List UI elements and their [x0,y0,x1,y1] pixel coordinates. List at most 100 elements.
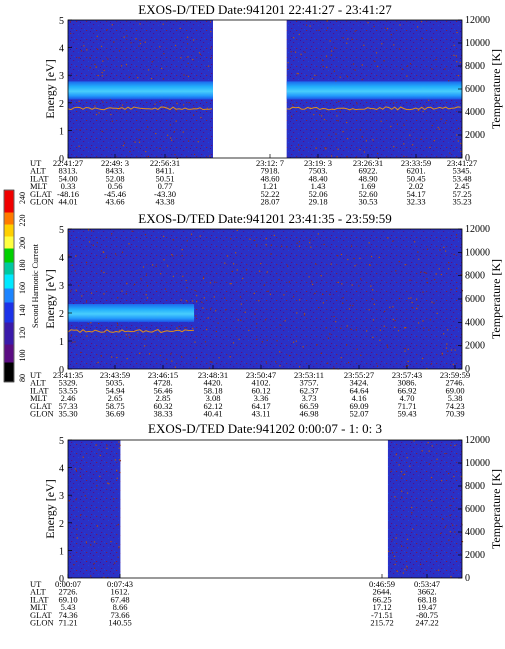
speckle [199,53,201,55]
speckle [174,366,177,368]
table-cell: 23:53:11 [294,370,324,380]
speckle [114,562,116,564]
speckle [370,255,373,258]
speckle [95,65,98,67]
speckle [306,24,308,26]
table-cell: 1.43 [311,181,326,191]
table-cell: 44.01 [58,197,77,207]
speckle [240,319,242,321]
speckle [89,67,91,69]
speckle [101,72,103,74]
speckle [192,39,195,41]
speckle [210,57,212,59]
speckle [192,327,194,330]
table-cell: 66.59 [299,401,318,411]
speckle [71,264,73,266]
speckle [147,155,150,158]
speckle [84,495,86,497]
data-segment [68,229,462,369]
table-cell: 52.22 [260,189,279,199]
energy-band [286,81,462,100]
speckle [125,63,128,66]
table-cell: 4728. [153,378,172,388]
speckle [78,57,80,59]
speckle [379,329,381,331]
speckle [392,318,394,321]
speckle [75,289,77,291]
speckle [316,344,318,346]
speckle [394,563,396,566]
speckle [215,310,217,312]
y-right-tick-label: 4000 [465,107,485,118]
speckle [180,299,182,301]
speckle [258,270,261,272]
speckle [315,147,317,149]
speckle [421,37,423,40]
speckle [342,297,344,299]
speckle [457,127,460,129]
speckle [253,239,256,242]
speckle [138,45,140,47]
speckle [372,319,375,321]
colorbar-tick-label: 160 [18,282,27,294]
table-cell: 69.00 [445,385,464,395]
speckle [86,335,88,337]
speckle [422,291,424,293]
speckle [286,246,288,248]
y-right-tick-label: 4000 [465,527,485,538]
speckle [359,129,361,131]
speckle [210,47,212,49]
speckle [265,361,267,363]
speckle [146,297,149,299]
table-cell: 71.21 [58,618,77,628]
speckle [417,322,420,324]
speckle [187,140,190,142]
speckle [448,80,450,82]
speckle [169,124,171,126]
speckle [396,123,399,125]
speckle [406,65,409,67]
speckle [336,156,338,158]
speckle [292,104,294,106]
speckle [435,273,437,275]
speckle [148,353,151,355]
y-tick-label: 5 [59,225,64,236]
speckle [147,126,149,128]
table-cell: 54.00 [58,173,77,183]
speckle [386,344,388,346]
panel-title: EXOS-D/TED Date:941201 23:41:35 - 23:59:… [138,211,391,226]
speckle [450,349,453,351]
speckle [339,110,341,113]
table-cell: 1.69 [361,181,376,191]
table-row-label: ALT [30,166,47,176]
speckle [126,358,128,360]
table-cell: 40.41 [203,409,222,419]
speckle [452,524,454,526]
speckle [195,315,197,317]
speckle [394,319,396,322]
speckle [288,281,290,283]
speckle [193,114,195,116]
table-cell: 48.90 [358,173,377,183]
table-row-label: UT [30,158,42,168]
speckle [246,269,248,271]
table-cell: 64.64 [349,385,369,395]
speckle [399,24,401,26]
speckle [402,572,404,574]
speckle [454,444,456,447]
speckle [417,304,419,307]
speckle [100,45,103,48]
speckle [145,294,147,296]
speckle [383,325,385,327]
speckle [100,270,103,272]
speckle [354,30,356,32]
y-right-tick-label: 12000 [465,15,490,26]
speckle [457,140,459,142]
table-cell: 3757. [299,378,318,388]
speckle [322,293,324,295]
colorbar-tick-label: 180 [18,260,27,272]
speckle [162,23,164,25]
speckle [206,107,208,109]
speckle [405,327,407,329]
speckle [199,235,201,237]
